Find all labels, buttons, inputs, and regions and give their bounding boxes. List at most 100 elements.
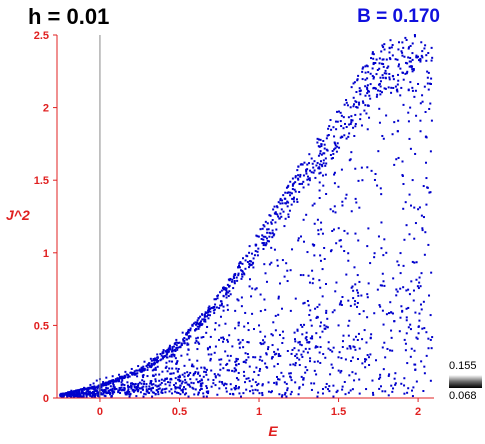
data-point	[337, 369, 340, 372]
data-point	[150, 364, 153, 367]
data-point	[311, 269, 314, 272]
data-point	[298, 340, 301, 343]
data-point	[88, 391, 91, 394]
data-point	[336, 110, 339, 113]
data-point	[218, 387, 221, 390]
data-point	[261, 242, 264, 245]
data-point	[223, 288, 226, 291]
data-point	[325, 382, 328, 385]
data-point	[363, 329, 366, 332]
data-point	[319, 152, 322, 155]
data-point	[335, 128, 338, 131]
data-point	[340, 303, 343, 306]
data-point	[208, 314, 211, 317]
data-point	[280, 371, 283, 374]
data-point	[202, 392, 205, 395]
data-point	[415, 261, 418, 264]
data-point	[234, 309, 237, 312]
data-point	[78, 390, 81, 393]
data-point	[226, 354, 229, 357]
data-point	[422, 300, 425, 303]
data-point	[136, 384, 139, 387]
data-point	[121, 376, 124, 379]
data-point	[379, 385, 382, 388]
data-point	[179, 387, 182, 390]
data-point	[379, 284, 382, 287]
data-point	[183, 337, 186, 340]
data-point	[401, 160, 404, 163]
data-point	[402, 46, 405, 49]
data-point	[185, 333, 188, 336]
data-point	[357, 332, 360, 335]
data-point	[128, 385, 131, 388]
data-point	[219, 315, 222, 318]
data-point	[364, 104, 367, 107]
data-point	[417, 59, 420, 62]
data-point	[105, 386, 108, 389]
data-point	[166, 356, 169, 359]
data-point	[128, 395, 131, 398]
data-point	[348, 374, 351, 377]
data-point	[429, 82, 432, 85]
data-point	[399, 316, 402, 319]
data-point	[387, 312, 390, 315]
data-point	[164, 391, 167, 394]
data-point	[410, 280, 413, 283]
data-point	[76, 391, 79, 394]
data-point	[233, 279, 236, 282]
data-point	[126, 381, 129, 384]
data-point	[308, 313, 311, 316]
data-point	[312, 166, 315, 169]
data-point	[251, 389, 254, 392]
data-point	[425, 177, 428, 180]
data-point	[258, 369, 261, 372]
data-point	[143, 360, 146, 363]
data-point	[250, 260, 253, 263]
data-point	[82, 392, 85, 395]
data-point	[413, 237, 416, 240]
data-point	[407, 306, 410, 309]
data-point	[248, 365, 251, 368]
data-point	[188, 358, 191, 361]
data-point	[203, 315, 206, 318]
data-point	[277, 201, 280, 204]
data-point	[392, 78, 395, 81]
data-point	[291, 248, 294, 251]
data-point	[164, 355, 167, 358]
data-point	[120, 386, 123, 389]
data-point	[192, 372, 195, 375]
data-point	[404, 201, 407, 204]
data-point	[162, 355, 165, 358]
data-point	[298, 190, 301, 193]
data-point	[352, 338, 355, 341]
data-point	[141, 388, 144, 391]
data-point	[150, 387, 153, 390]
data-point	[166, 350, 169, 353]
data-point	[367, 227, 370, 230]
data-point	[207, 309, 210, 312]
data-point	[221, 381, 224, 384]
data-point	[352, 297, 355, 300]
data-point	[176, 360, 179, 363]
data-point	[383, 72, 386, 75]
data-point	[259, 228, 262, 231]
data-point	[400, 382, 403, 385]
data-point	[213, 305, 216, 308]
data-point	[421, 56, 424, 59]
data-point	[150, 379, 153, 382]
data-point	[102, 389, 105, 392]
data-point	[121, 388, 124, 391]
data-point	[411, 389, 414, 392]
data-point	[354, 125, 357, 128]
data-point	[209, 310, 212, 313]
data-point	[402, 78, 405, 81]
data-point	[237, 371, 240, 374]
data-point	[317, 154, 320, 157]
data-point	[166, 352, 169, 355]
data-point	[412, 289, 415, 292]
data-point	[319, 321, 322, 324]
data-point	[356, 305, 359, 308]
data-point	[168, 367, 171, 370]
data-point	[358, 87, 361, 90]
data-point	[377, 89, 380, 92]
